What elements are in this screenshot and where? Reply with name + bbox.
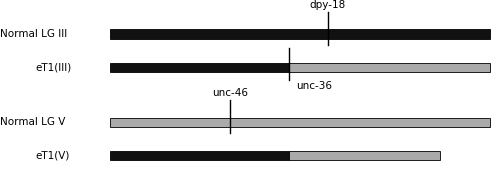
Text: dpy-18: dpy-18 — [310, 0, 346, 10]
Text: eT1(V): eT1(V) — [35, 151, 70, 161]
Text: eT1(III): eT1(III) — [35, 63, 72, 73]
Bar — [110, 63, 289, 72]
Bar — [289, 151, 440, 160]
Bar — [110, 151, 289, 160]
Bar — [110, 29, 490, 39]
Text: unc-46: unc-46 — [212, 88, 248, 98]
Bar — [289, 63, 490, 72]
Text: unc-36: unc-36 — [296, 81, 332, 91]
Text: Normal LG III: Normal LG III — [0, 29, 67, 39]
Text: Normal LG V: Normal LG V — [0, 117, 66, 127]
Bar — [110, 118, 490, 127]
